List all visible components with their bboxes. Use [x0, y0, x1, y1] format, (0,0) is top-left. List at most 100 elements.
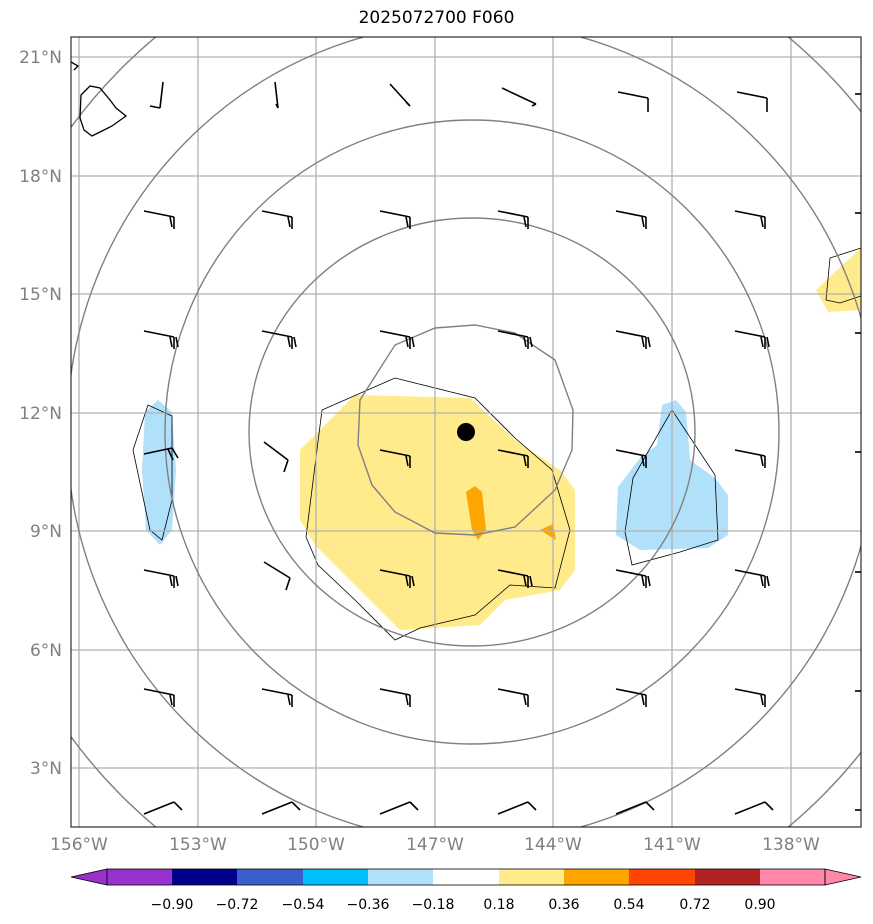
wind-barb-flag — [766, 336, 770, 348]
storm-center-marker — [457, 423, 475, 441]
positive-core-small — [540, 524, 556, 540]
colorbar-segment — [303, 869, 368, 885]
wind-barb-flag — [175, 336, 179, 348]
lat-label: 21°N — [19, 48, 62, 68]
colorbar-label: −0.90 — [151, 897, 194, 913]
wind-barb-flag — [641, 216, 645, 228]
wind-barb-shaft — [143, 210, 175, 218]
wind-barb-flag — [523, 336, 527, 348]
colorbar-segment — [172, 869, 237, 885]
wind-barb-flag — [173, 801, 183, 811]
wind-barb-flag — [760, 694, 764, 706]
wind-barb-flag — [409, 801, 419, 811]
wind-barb-shaft — [263, 441, 289, 461]
wind-barb-shaft — [497, 801, 529, 815]
colorbar-outline — [106, 868, 826, 886]
wind-barb-flag — [641, 455, 645, 467]
lat-label: 18°N — [19, 167, 62, 187]
wind-barb-flag — [760, 455, 764, 467]
wind-barb-shaft — [159, 81, 164, 109]
wind-barb-flag — [405, 101, 411, 107]
wind-barb-shaft — [734, 801, 766, 815]
lat-label: 12°N — [19, 404, 62, 424]
colorbar-label: −0.18 — [412, 897, 455, 913]
latitude-labels: 21°N 18°N 15°N 12°N 9°N 6°N 3°N — [19, 48, 62, 779]
wind-barb-shaft — [261, 801, 293, 815]
wind-barb-flag — [175, 575, 179, 587]
wind-barb-flag — [647, 575, 651, 587]
wind-barb-shaft — [143, 569, 175, 577]
wind-barb-flag — [411, 336, 415, 348]
wind-barb-shaft — [143, 447, 173, 455]
wind-barb-flag — [529, 575, 533, 587]
wind-barb-flag — [766, 575, 770, 587]
wind-barb-shaft — [261, 330, 293, 338]
colorbar-label: −0.54 — [282, 897, 325, 913]
wind-barb-flag — [291, 801, 301, 811]
wind-barb-shaft — [379, 449, 411, 457]
wind-barb-shaft — [615, 449, 647, 457]
wind-barb-shaft — [497, 330, 529, 338]
wind-barb-flag — [523, 694, 527, 706]
wind-barb-flag — [405, 336, 409, 348]
wind-barb-flag — [411, 575, 415, 587]
wind-barb-flag — [531, 103, 537, 107]
wind-barb-flag — [405, 455, 409, 467]
colorbar-label: 0.90 — [744, 897, 775, 913]
wind-barb-shaft — [615, 210, 647, 218]
wind-barb-shaft — [379, 210, 411, 218]
colorbar-segment — [760, 869, 825, 885]
wind-barb-flag — [285, 577, 291, 591]
wind-barb-flag — [169, 575, 173, 587]
wind-barb-flag — [647, 336, 651, 348]
wind-barb-flag — [167, 448, 174, 461]
colorbar-segment — [695, 869, 760, 885]
lon-label: 156°W — [50, 835, 108, 855]
colorbar-extend-low — [70, 868, 108, 886]
wind-barb-shaft — [143, 688, 175, 696]
map-frame — [70, 36, 862, 828]
wind-barb-flag — [523, 455, 527, 467]
wind-barb-shaft — [617, 91, 649, 99]
wind-barb-shaft — [379, 330, 411, 338]
lon-label: 147°W — [406, 835, 464, 855]
wind-barb-flag — [760, 575, 764, 587]
wind-barb-shaft — [615, 330, 647, 338]
wind-barb-flag — [283, 459, 289, 473]
colorbar-segment — [433, 869, 499, 885]
colorbar — [70, 868, 862, 886]
wind-barb-flag — [529, 336, 533, 348]
wind-barb-flag — [171, 447, 179, 459]
colorbar-segment — [368, 869, 433, 885]
wind-barb-flag — [275, 103, 279, 109]
region-outlines — [132, 247, 861, 641]
wind-barb-shaft — [497, 449, 529, 457]
wind-barb-shaft — [615, 569, 647, 577]
wind-barb-shaft — [143, 330, 175, 338]
wind-barb-shaft — [615, 688, 647, 696]
wind-barb-flag — [169, 694, 173, 706]
wind-barb-flag — [287, 336, 291, 348]
wind-barb-shaft — [501, 87, 537, 105]
wind-barb-shaft — [734, 688, 766, 696]
wind-barb-shaft — [497, 569, 529, 577]
wind-barb-flag — [405, 694, 409, 706]
wind-barb-shaft — [615, 801, 647, 815]
wind-barb-shaft — [734, 330, 766, 338]
colorbar-segment — [107, 869, 172, 885]
lat-label: 9°N — [30, 522, 62, 542]
colorbar-labels: −0.90 −0.72 −0.54 −0.36 −0.18 0.18 0.36 … — [151, 897, 776, 913]
wind-barb-flag — [405, 575, 409, 587]
colorbar-label: 0.54 — [613, 897, 644, 913]
colorbar-segment — [629, 869, 695, 885]
wind-barb-shaft — [497, 210, 529, 218]
wind-barb-shaft — [497, 688, 529, 696]
lon-label: 150°W — [287, 835, 345, 855]
lon-label: 153°W — [169, 835, 227, 855]
wind-barb-flag — [764, 801, 774, 811]
wind-barb-flag — [641, 575, 645, 587]
wind-barb-shaft — [736, 91, 768, 99]
wind-barb-flag — [645, 801, 655, 811]
wind-barb-shaft — [734, 449, 766, 457]
